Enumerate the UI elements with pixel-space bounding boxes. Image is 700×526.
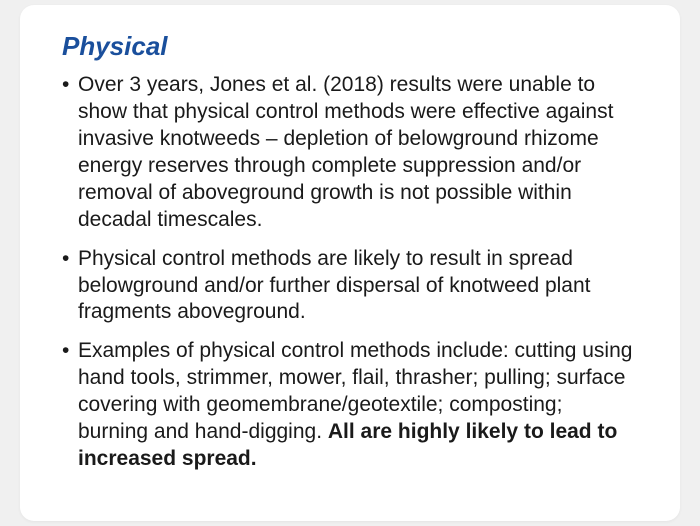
slide-card: Physical Over 3 years, Jones et al. (201…: [20, 5, 680, 520]
bullet-list: Over 3 years, Jones et al. (2018) result…: [62, 72, 638, 472]
list-item: Physical control methods are likely to r…: [62, 246, 638, 327]
bullet-text: Physical control methods are likely to r…: [78, 247, 591, 324]
list-item: Over 3 years, Jones et al. (2018) result…: [62, 72, 638, 233]
section-heading: Physical: [62, 31, 638, 62]
bullet-text: Over 3 years, Jones et al. (2018) result…: [78, 73, 613, 230]
list-item: Examples of physical control methods inc…: [62, 338, 638, 472]
